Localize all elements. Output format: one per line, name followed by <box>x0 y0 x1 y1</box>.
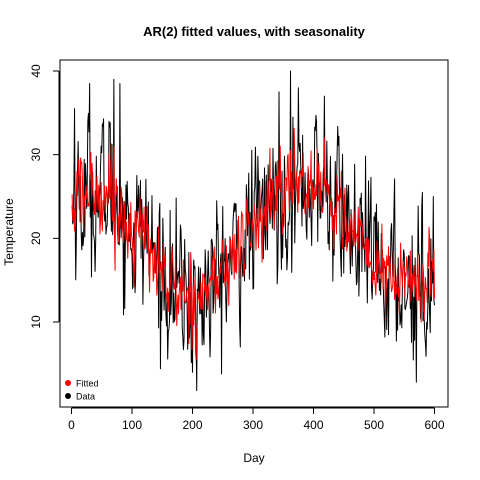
legend-label-data: Data <box>76 392 95 402</box>
x-tick-label: 300 <box>243 418 263 432</box>
series-layer <box>71 70 435 392</box>
legend: Fitted Data <box>65 379 99 402</box>
x-axis: 0 100 200 300 400 500 600 <box>68 407 445 432</box>
series-line-fitted <box>71 127 435 361</box>
y-tick-label: 30 <box>29 148 43 162</box>
y-tick-label: 10 <box>29 315 43 329</box>
x-tick-label: 500 <box>364 418 384 432</box>
plot-border <box>59 59 449 408</box>
x-tick-label: 100 <box>122 418 142 432</box>
y-axis-label: Temperature <box>2 198 16 266</box>
legend-label-fitted: Fitted <box>76 379 99 389</box>
x-tick-label: 200 <box>182 418 202 432</box>
series-line-data <box>71 70 435 392</box>
legend-marker-fitted <box>65 380 71 386</box>
y-tick-label: 20 <box>29 231 43 245</box>
x-tick-label: 400 <box>303 418 323 432</box>
legend-marker-data <box>65 393 71 399</box>
y-axis: 10 20 30 40 <box>29 64 60 329</box>
plot-area <box>59 59 449 408</box>
chart-title: AR(2) fitted values, with seasonality <box>143 24 366 39</box>
y-tick-label: 40 <box>29 64 43 78</box>
x-tick-label: 0 <box>68 418 75 432</box>
x-tick-label: 600 <box>424 418 444 432</box>
x-axis-label: Day <box>243 451 264 465</box>
